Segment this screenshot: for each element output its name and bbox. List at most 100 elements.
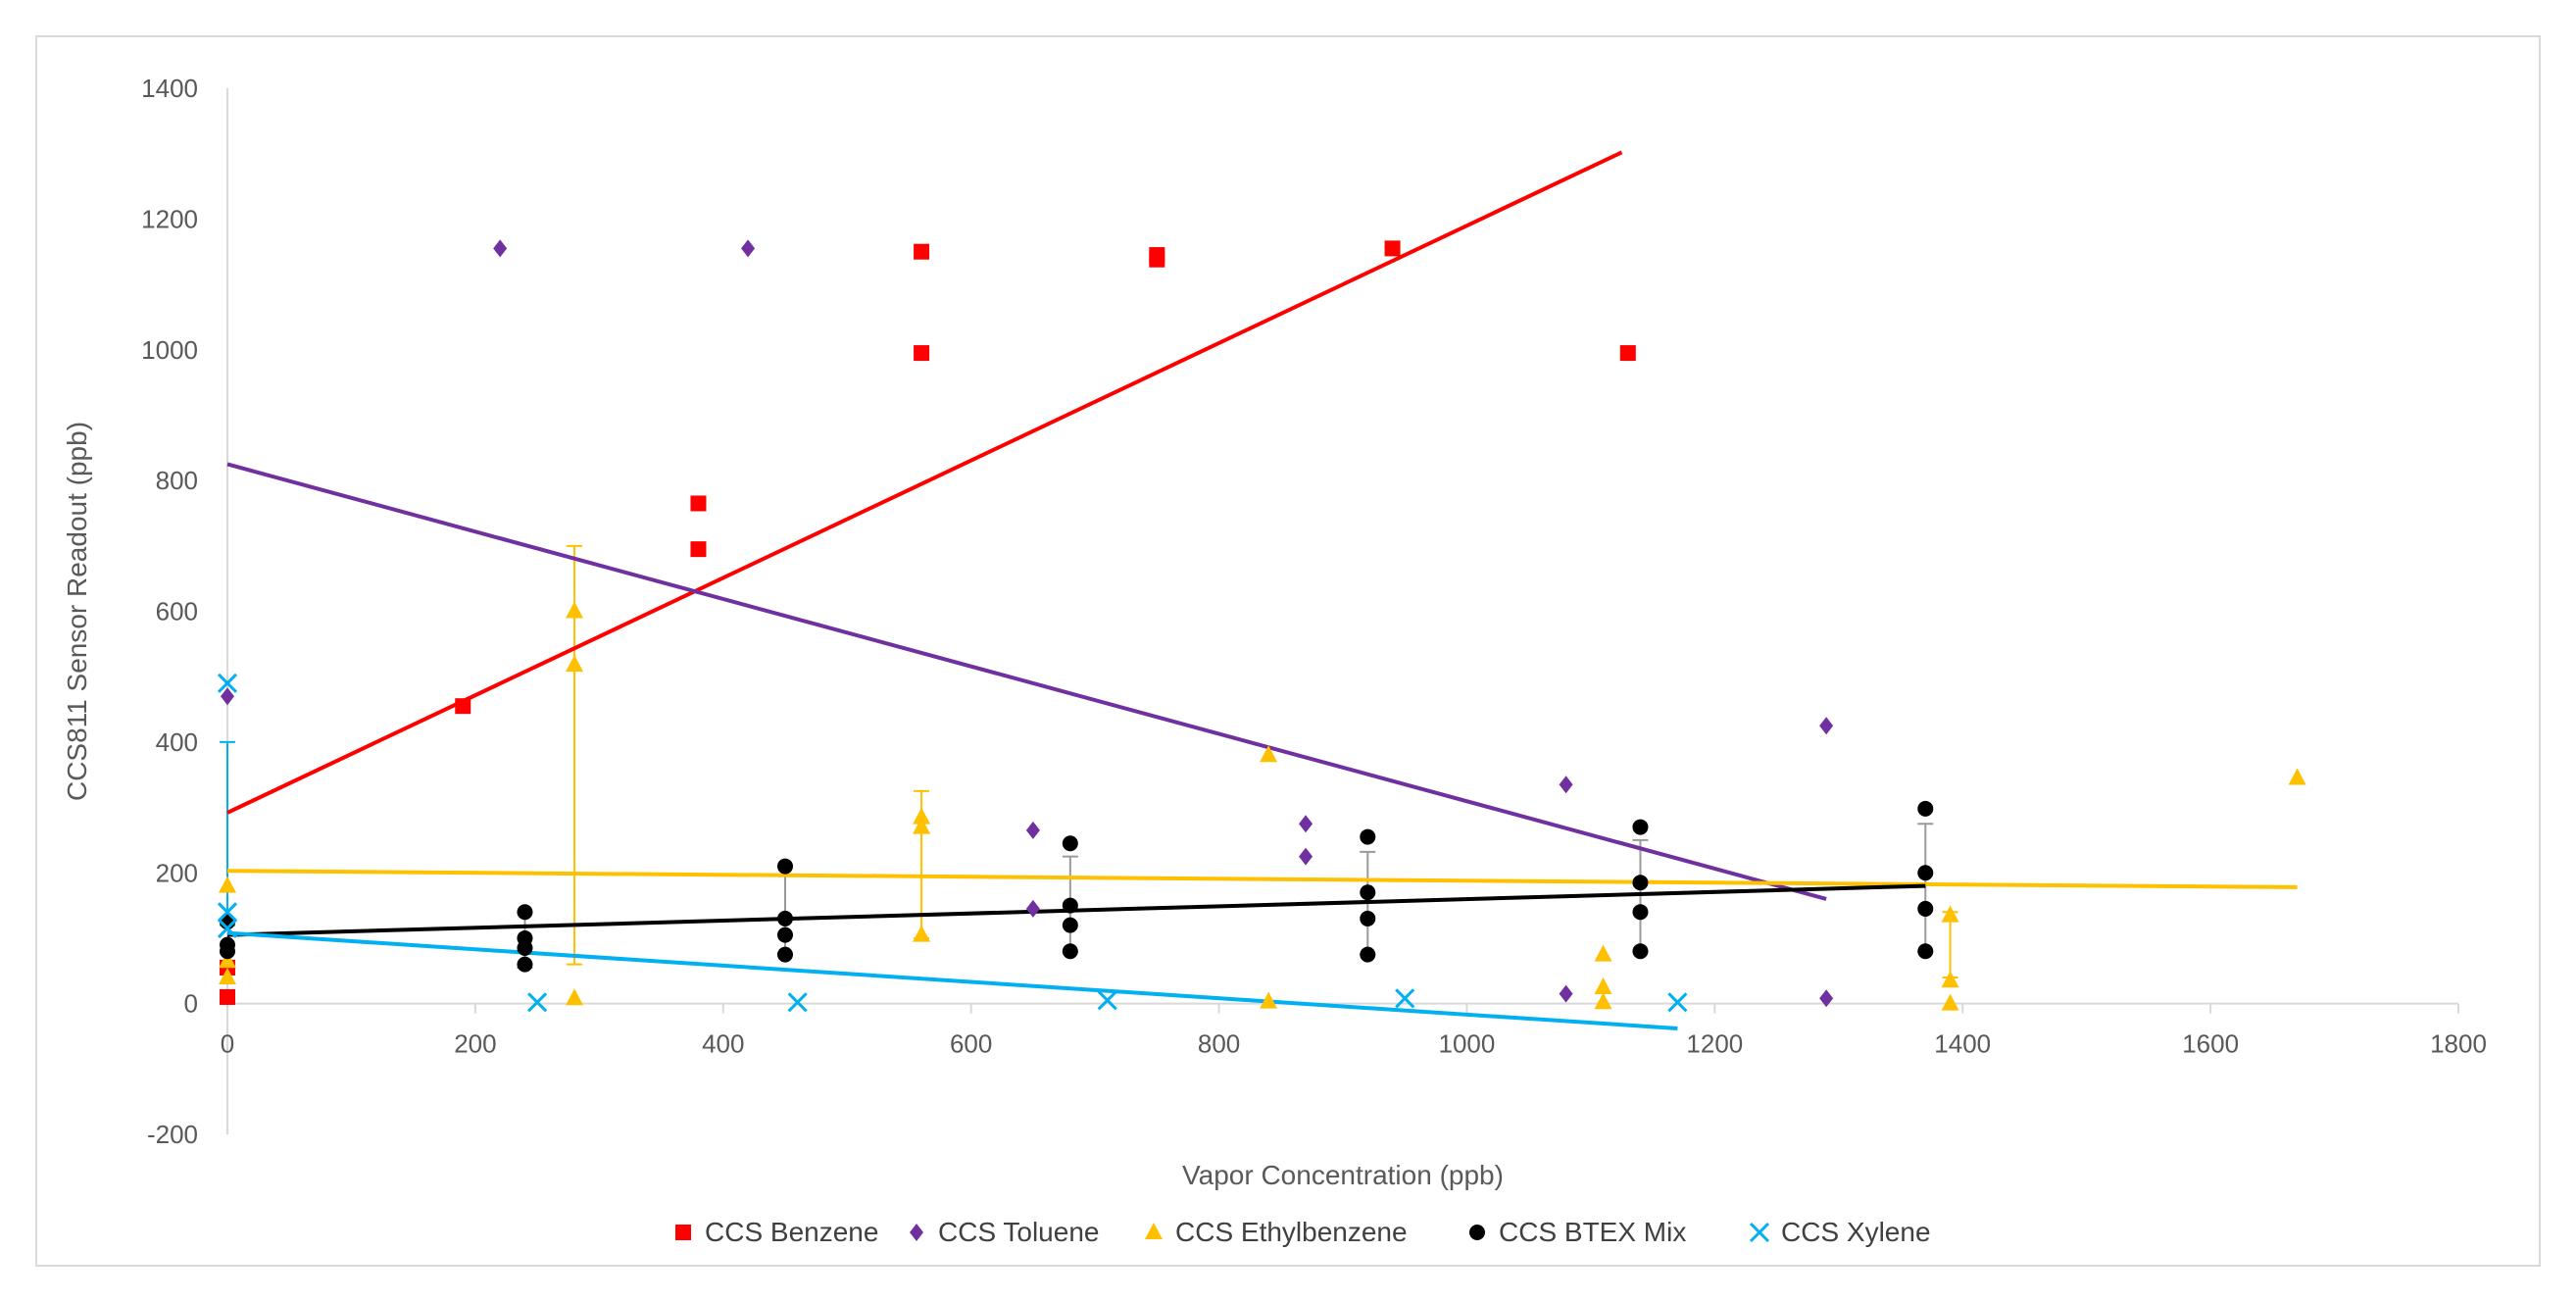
data-point: [1559, 776, 1573, 794]
data-point: [220, 943, 235, 960]
scatter-chart: 0 200 400 600 800 1000 1200 1400 1600 1800 -200 0 2…: [62, 74, 2487, 1247]
data-point: [566, 601, 584, 619]
data-point: [517, 904, 533, 921]
trendline-ccs-ethylbenzene: [226, 869, 2298, 889]
data-point: [455, 698, 471, 715]
chart-frame: 0 200 400 600 800 1000 1200 1400 1600 1800 -200 0 2…: [35, 35, 2541, 1267]
data-point: [1384, 240, 1401, 257]
legend-item: CCS Xylene: [1749, 1217, 1931, 1247]
data-point: [1360, 946, 1376, 963]
legend-label: CCS Toluene: [938, 1217, 1099, 1247]
data-point: [1025, 821, 1040, 839]
y-tick-label: 1200: [141, 204, 198, 233]
data-point: [913, 925, 931, 942]
y-tick-label: 200: [156, 858, 198, 887]
series-ccs-xylene: [217, 673, 1688, 1013]
y-tick-label: 0: [184, 989, 198, 1019]
data-point: [1819, 717, 1834, 735]
data-point: [690, 541, 707, 558]
trendline-ccs-toluene: [226, 462, 1827, 901]
legend-marker: [910, 1224, 923, 1241]
data-point: [1594, 944, 1612, 962]
x-tick-label: 1600: [2182, 1029, 2239, 1059]
x-axis-ticks: 0 200 400 600 800 1000 1200 1400 1600 1800: [221, 1003, 2487, 1059]
data-point: [1062, 835, 1078, 852]
data-point: [914, 243, 930, 260]
y-tick-label: 800: [156, 466, 198, 495]
data-point: [217, 673, 238, 693]
legend-label: CCS BTEX Mix: [1499, 1217, 1686, 1247]
y-tick-label: 1400: [141, 74, 198, 103]
data-point: [221, 687, 234, 706]
data-point: [1559, 984, 1573, 1003]
data-point: [1062, 917, 1078, 933]
data-point: [914, 345, 930, 362]
legend-item: CCS Toluene: [910, 1217, 1099, 1247]
data-point: [1819, 989, 1834, 1008]
data-point: [1594, 976, 1612, 994]
x-tick-label: 800: [1198, 1029, 1240, 1059]
y-axis-ticks: -200 0 200 400 600 800 1000 1200 1400: [141, 74, 198, 1149]
data-point: [493, 239, 508, 258]
axes: 0 200 400 600 800 1000 1200 1400 1600 1800 -200 0 2…: [141, 74, 2487, 1149]
data-point: [913, 817, 931, 834]
data-point: [1260, 745, 1278, 763]
data-point: [217, 902, 238, 923]
data-point: [1941, 993, 1959, 1011]
data-point: [913, 807, 931, 825]
data-point: [217, 918, 238, 938]
x-tick-label: 400: [702, 1029, 744, 1059]
data-point: [1941, 971, 1959, 988]
legend-item: CCS Benzene: [675, 1217, 878, 1247]
data-point: [1149, 251, 1165, 268]
legend-marker: [1469, 1225, 1485, 1240]
data-point: [1097, 990, 1117, 1011]
data-point: [219, 967, 236, 984]
series-ccs-btex-mix: [220, 800, 1934, 973]
legend-item: CCS BTEX Mix: [1469, 1217, 1686, 1247]
data-point: [741, 239, 756, 258]
x-axis-title: Vapor Concentration (ppb): [1182, 1160, 1504, 1190]
data-point: [1594, 992, 1612, 1010]
trendline-ccs-btex-mix: [226, 883, 1926, 937]
data-point: [1619, 345, 1636, 362]
series-ccs-toluene: [221, 239, 1834, 1008]
data-point: [1917, 943, 1934, 960]
data-point: [1632, 819, 1649, 835]
data-point: [566, 655, 584, 673]
y-tick-label: 400: [156, 727, 198, 757]
data-point: [1260, 991, 1278, 1009]
data-point: [1062, 943, 1078, 960]
x-tick-label: 0: [221, 1029, 234, 1059]
legend-marker: [1749, 1222, 1770, 1243]
legend-item: CCS Ethylbenzene: [1145, 1217, 1408, 1247]
data-point: [1360, 884, 1376, 901]
data-point: [777, 858, 793, 875]
legend-label: CCS Ethylbenzene: [1175, 1217, 1408, 1247]
trendline-ccs-xylene: [226, 930, 1678, 1030]
data-point: [1917, 800, 1934, 817]
x-tick-label: 1800: [2430, 1029, 2487, 1059]
trendlines: [226, 150, 2298, 1030]
data-point: [517, 956, 533, 973]
data-point: [690, 495, 707, 512]
data-point: [1632, 904, 1649, 921]
data-point: [1917, 900, 1934, 917]
data-point: [220, 988, 235, 1005]
data-point: [219, 951, 236, 969]
data-point: [1917, 865, 1934, 881]
data-point: [566, 988, 584, 1006]
y-axis-title: CCS811 Sensor Readout (ppb): [62, 422, 92, 801]
data-point: [777, 926, 793, 943]
data-point: [1632, 875, 1649, 891]
x-tick-label: 1200: [1686, 1029, 1743, 1059]
x-tick-label: 600: [950, 1029, 992, 1059]
legend-label: CCS Xylene: [1781, 1217, 1931, 1247]
data-point: [1025, 899, 1040, 918]
data-point: [1632, 943, 1649, 960]
error-bars: [220, 544, 1958, 978]
data-point: [777, 946, 793, 963]
data-point: [1395, 988, 1415, 1009]
series-ccs-ethylbenzene: [219, 601, 2306, 1011]
data-point: [527, 992, 548, 1013]
